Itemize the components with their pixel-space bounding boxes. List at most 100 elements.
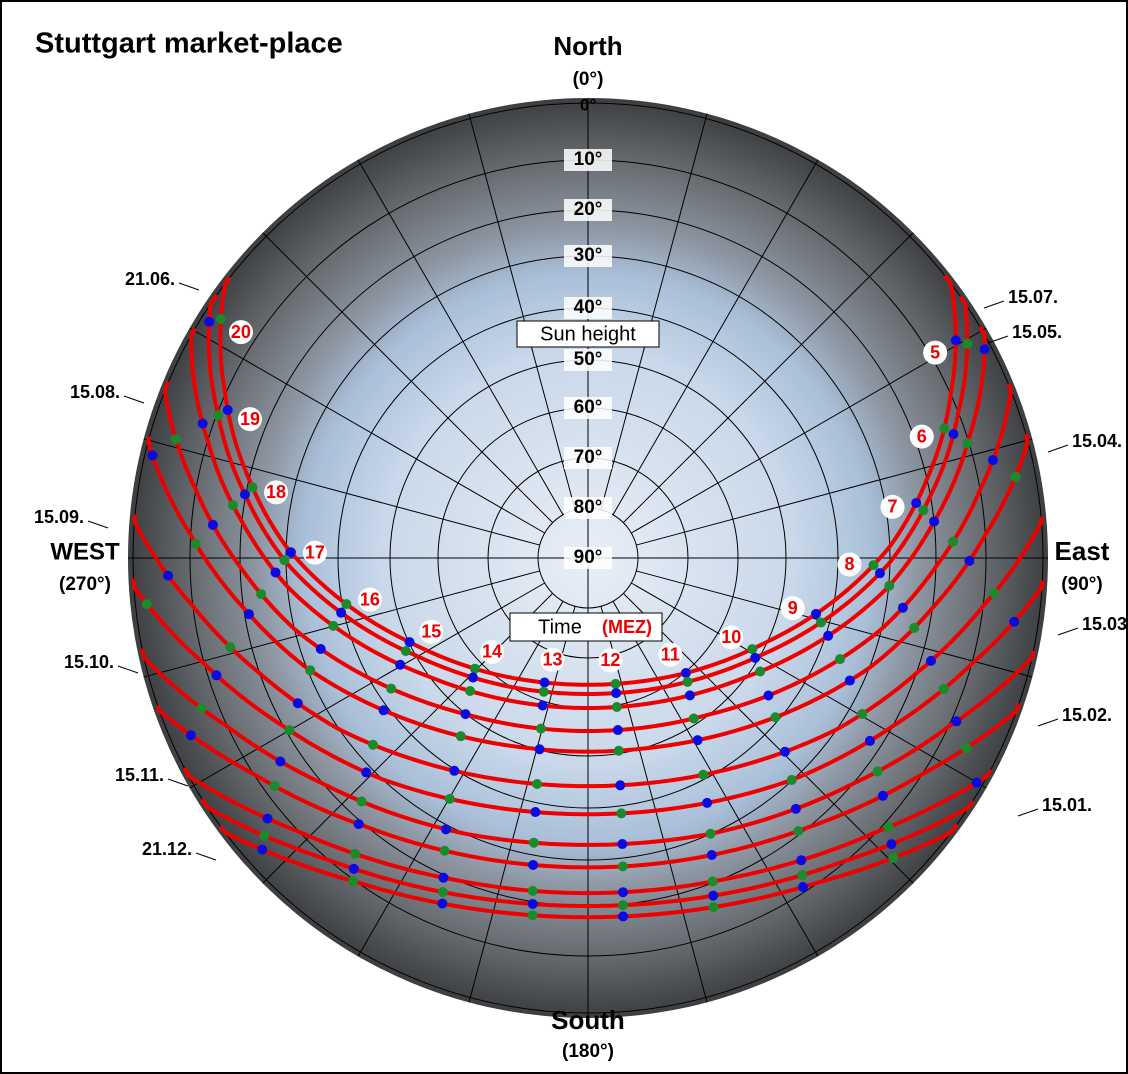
hour-dot bbox=[455, 731, 466, 742]
hour-dot bbox=[979, 344, 990, 355]
date-leader bbox=[983, 300, 1005, 309]
hour-dot bbox=[147, 450, 158, 461]
hour-label: 9 bbox=[788, 598, 798, 618]
azimuth-spoke bbox=[143, 438, 540, 546]
hour-dot bbox=[750, 652, 761, 663]
hour-dot bbox=[437, 887, 448, 898]
hour-dot bbox=[925, 655, 936, 666]
hour-dot bbox=[530, 807, 541, 818]
hour-dot bbox=[222, 404, 233, 415]
hour-dot bbox=[348, 863, 359, 874]
hour-dot bbox=[796, 855, 807, 866]
date-label: 15.07. bbox=[1008, 287, 1058, 307]
date-leader bbox=[195, 852, 217, 861]
hour-dot bbox=[698, 769, 709, 780]
ring-label-bg bbox=[564, 297, 612, 319]
hour-dot bbox=[227, 500, 238, 511]
hour-dot bbox=[247, 482, 258, 493]
azimuth-spoke bbox=[636, 570, 1033, 678]
azimuth-spoke bbox=[612, 159, 819, 515]
hour-label-bg bbox=[264, 480, 289, 505]
azimuth-spoke bbox=[600, 606, 708, 1003]
hour-dot bbox=[951, 716, 962, 727]
hour-dot bbox=[170, 434, 181, 445]
hour-dot bbox=[528, 859, 539, 870]
hour-dot bbox=[797, 882, 808, 893]
hour-dot bbox=[534, 744, 545, 755]
north-degree: (0°) bbox=[573, 69, 604, 90]
hour-label: 14 bbox=[482, 642, 502, 662]
hour-dot bbox=[708, 902, 719, 913]
sun-path bbox=[218, 823, 959, 920]
hour-dot bbox=[225, 642, 236, 653]
date-label: 15.10. bbox=[64, 652, 114, 672]
hour-dot bbox=[449, 765, 460, 776]
east-degree: (90°) bbox=[1061, 574, 1102, 595]
hour-dot bbox=[612, 725, 623, 736]
ring-label-bg bbox=[564, 447, 612, 469]
date-label: 21.12. bbox=[142, 839, 192, 859]
sun-path bbox=[132, 514, 1044, 789]
hour-dot bbox=[361, 767, 372, 778]
hour-dot bbox=[989, 588, 1000, 599]
time-unit: (MEZ) bbox=[602, 617, 652, 637]
hour-dot bbox=[404, 637, 415, 648]
hour-label-bg bbox=[923, 340, 948, 365]
hour-dot bbox=[275, 756, 286, 767]
altitude-label: 60° bbox=[574, 397, 603, 418]
hour-dot bbox=[884, 580, 895, 591]
date-label: 15.04. bbox=[1072, 431, 1122, 451]
hour-dot bbox=[682, 676, 693, 687]
hour-dot bbox=[207, 519, 218, 530]
hour-dot bbox=[793, 825, 804, 836]
altitude-label: 0° bbox=[580, 95, 596, 114]
azimuth-spoke bbox=[600, 113, 708, 510]
hour-dot bbox=[386, 683, 397, 694]
azimuth-spoke bbox=[357, 159, 564, 515]
hour-dot bbox=[196, 703, 207, 714]
hour-dot bbox=[874, 568, 885, 579]
azimuth-spoke bbox=[357, 601, 564, 957]
date-label: 15.09. bbox=[34, 507, 84, 527]
hour-dot bbox=[618, 887, 629, 898]
hour-dot bbox=[465, 686, 476, 697]
hour-dot bbox=[467, 672, 478, 683]
hour-dot bbox=[948, 536, 959, 547]
hour-label-bg bbox=[228, 320, 253, 345]
date-leader bbox=[117, 665, 139, 674]
hour-dot bbox=[438, 872, 449, 883]
hour-dot bbox=[243, 609, 254, 620]
azimuth-spoke bbox=[262, 232, 553, 523]
hour-dot bbox=[305, 665, 316, 676]
hour-label: 15 bbox=[421, 622, 441, 642]
hour-label: 10 bbox=[721, 627, 741, 647]
hour-dot bbox=[444, 793, 455, 804]
ring-label-bg bbox=[564, 199, 612, 221]
altitude-label: 30° bbox=[574, 245, 603, 266]
hour-dot bbox=[215, 314, 226, 325]
hour-label-bg bbox=[909, 424, 934, 449]
hour-dot bbox=[707, 876, 718, 887]
hour-dot bbox=[611, 688, 622, 699]
hour-dot bbox=[618, 911, 629, 922]
hour-dot bbox=[939, 423, 950, 434]
hour-dot bbox=[618, 900, 629, 911]
hour-dot bbox=[987, 455, 998, 466]
hour-dot bbox=[400, 645, 411, 656]
hour-dot bbox=[877, 790, 888, 801]
hour-label-bg bbox=[880, 494, 905, 519]
hour-dot bbox=[259, 830, 270, 841]
azimuth-spoke bbox=[636, 438, 1033, 546]
hour-dot bbox=[539, 677, 550, 688]
hour-dot bbox=[964, 555, 975, 566]
hour-dot bbox=[315, 644, 326, 655]
hour-dot bbox=[527, 910, 538, 921]
hour-dot bbox=[611, 701, 622, 712]
hour-dot bbox=[292, 698, 303, 709]
ring-label-bg bbox=[564, 245, 612, 267]
hour-dot bbox=[834, 654, 845, 665]
hour-dot bbox=[284, 725, 295, 736]
hour-dot bbox=[770, 712, 781, 723]
hour-dot bbox=[708, 890, 719, 901]
hour-dot bbox=[857, 708, 868, 719]
